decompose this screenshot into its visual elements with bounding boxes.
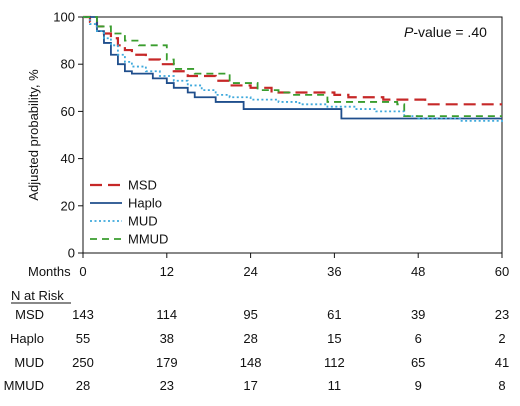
risk-value: 15 [327,331,341,346]
risk-value: 148 [240,355,262,370]
risk-row-label-msd: MSD [15,307,44,322]
series-line-mud [83,16,503,124]
series-line-msd [83,15,502,106]
risk-value: 114 [156,307,177,322]
legend-label-msd: MSD [128,178,157,193]
risk-value: 112 [324,355,345,370]
y-axis-title: Adjusted probability, % [26,69,41,201]
risk-value: 55 [76,331,90,346]
y-tick-label: 60 [61,104,75,119]
risk-row-label-mud: MUD [14,355,44,370]
x-axis-title: Months [28,264,71,279]
x-tick-label: 36 [327,264,341,279]
p-value-annotation: P-value = .40 [404,24,487,40]
x-tick-label: 12 [160,264,174,279]
y-tick-label: 80 [61,57,75,72]
y-tick-label: 0 [68,246,75,261]
legend-label-haplo: Haplo [128,196,162,211]
risk-value: 6 [415,331,422,346]
risk-value: 11 [328,378,342,393]
x-tick-label: 0 [79,264,86,279]
risk-value: 17 [243,378,257,393]
x-tick-label: 24 [243,264,257,279]
risk-value: 9 [415,378,422,393]
risk-value: 23 [160,378,174,393]
risk-value: 38 [160,331,174,346]
risk-value: 179 [156,355,178,370]
legend-label-mud: MUD [128,214,158,229]
risk-value: 41 [495,355,509,370]
risk-table-header: N at Risk [11,288,64,303]
legend-label-mmud: MMUD [128,232,168,247]
risk-value: 65 [411,355,425,370]
plot-frame [82,16,503,254]
risk-value: 39 [411,307,425,322]
series-line-haplo [83,16,502,120]
risk-row-label-mmud: MMUD [4,378,44,393]
y-tick-label: 100 [53,10,75,25]
risk-value: 23 [495,307,509,322]
y-tick-label: 20 [61,198,75,213]
x-tick-label: 48 [411,264,425,279]
y-tick-label: 40 [61,151,75,166]
risk-value: 2 [498,331,505,346]
risk-value: 28 [76,378,90,393]
risk-value: 61 [327,307,341,322]
risk-value: 28 [243,331,257,346]
risk-value: 8 [498,378,505,393]
x-tick-label: 60 [495,264,509,279]
risk-row-label-haplo: Haplo [10,331,44,346]
risk-value: 250 [72,355,94,370]
risk-value: 95 [243,307,257,322]
series-line-mmud [83,16,502,118]
risk-value: 143 [72,307,94,322]
